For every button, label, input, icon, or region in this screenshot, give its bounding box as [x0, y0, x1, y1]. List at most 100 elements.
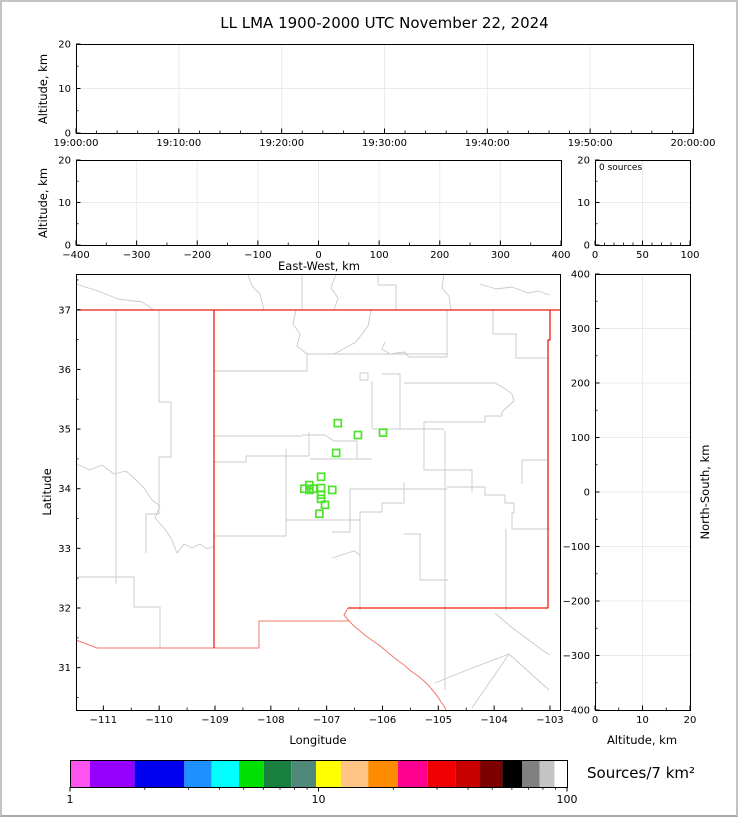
colorbar-segment — [480, 760, 503, 787]
p2-ylabel-altitude: Altitude, km — [36, 167, 50, 239]
colorbar-segment — [238, 760, 264, 787]
county-boundary-line — [145, 310, 172, 553]
colorbar-segment — [554, 760, 567, 787]
y-tick-label: 36 — [58, 365, 71, 376]
colorbar-segment — [539, 760, 555, 787]
lightning-source-marker — [320, 500, 330, 510]
y-tick-label: −200 — [563, 597, 590, 608]
y-tick-label: 20 — [58, 156, 71, 167]
x-tick-label: 50 — [636, 250, 649, 261]
county-boundary-line — [424, 382, 515, 423]
x-tick-label: −400 — [62, 250, 89, 261]
county-boundary-line — [423, 422, 473, 492]
x-tick-label: −104 — [480, 715, 507, 726]
y-tick-label: −300 — [563, 651, 590, 662]
state-border — [348, 310, 551, 609]
colorbar-segment — [134, 760, 185, 787]
x-tick-label: 400 — [551, 250, 570, 261]
county-boundary-line — [441, 273, 452, 311]
lightning-source-marker — [331, 448, 341, 458]
county-boundary-line — [292, 309, 308, 355]
county-boundary-line — [76, 576, 161, 648]
colorbar-tick-label: 100 — [557, 793, 578, 806]
x-tick-label: 19:00:00 — [54, 138, 99, 149]
state-border-light — [343, 607, 447, 711]
county-boundary-line — [479, 283, 551, 296]
x-tick-label: 0 — [592, 250, 598, 261]
map-ylabel-latitude: Latitude — [40, 468, 54, 516]
colorbar-tick-label: 1 — [67, 793, 74, 806]
x-tick-label: 20 — [684, 715, 697, 726]
page-title: LL LMA 1900-2000 UTC November 22, 2024 — [220, 14, 549, 32]
county-boundary-line — [302, 434, 358, 459]
county-boundary-line — [492, 310, 548, 359]
y-tick-label: 400 — [571, 270, 590, 281]
y-tick-label: 0 — [584, 241, 590, 252]
x-tick-label: 19:10:00 — [156, 138, 201, 149]
colorbar-segment — [184, 760, 212, 787]
y-tick-label: 0 — [65, 129, 71, 140]
y-tick-label: −400 — [563, 706, 590, 717]
county-boundary-line — [382, 373, 401, 429]
county-boundary-line — [333, 309, 372, 355]
x-tick-label: 100 — [680, 250, 699, 261]
county-boundary-line — [75, 283, 155, 311]
colorbar-segment — [263, 760, 292, 787]
colorbar-segment — [368, 760, 399, 787]
x-tick-label: 19:50:00 — [568, 138, 613, 149]
county-boundary-line — [508, 653, 550, 691]
p1-ylabel-altitude: Altitude, km — [36, 53, 50, 125]
y-tick-label: 200 — [571, 379, 590, 390]
y-tick-label: 37 — [58, 305, 71, 316]
colorbar-segment — [89, 760, 135, 787]
colorbar-segment — [522, 760, 540, 787]
y-tick-label: 31 — [58, 663, 71, 674]
x-tick-label: −111 — [90, 715, 117, 726]
x-tick-label: 0 — [315, 250, 321, 261]
x-tick-label: 300 — [491, 250, 510, 261]
x-tick-label: 200 — [430, 250, 449, 261]
x-tick-label: 10 — [636, 715, 649, 726]
county-boundary-line — [332, 489, 351, 533]
state-border-light — [75, 620, 349, 649]
x-tick-label: 100 — [370, 250, 389, 261]
colorbar-tick-label: 10 — [312, 793, 326, 806]
y-tick-label: 34 — [58, 484, 71, 495]
colorbar-segment — [211, 760, 239, 787]
lightning-source-marker — [378, 428, 388, 438]
x-tick-label: −300 — [123, 250, 150, 261]
x-tick-label: −108 — [257, 715, 284, 726]
sources-count-annotation: 0 sources — [599, 163, 643, 173]
x-tick-label: 0 — [592, 715, 598, 726]
colorbar-segment — [398, 760, 428, 787]
county-boundary-line — [484, 487, 550, 530]
y-tick-label: 10 — [58, 84, 71, 95]
x-tick-label: −200 — [184, 250, 211, 261]
y-tick-label: 10 — [58, 198, 71, 209]
p2-xlabel-east-west: East-West, km — [278, 259, 360, 273]
county-boundary-line — [471, 653, 510, 709]
county-boundary-line — [247, 273, 265, 311]
colorbar-label: Sources/7 km² — [587, 764, 696, 782]
county-boundary-line — [214, 455, 309, 463]
colorbar-segment — [502, 760, 523, 787]
y-tick-label: −100 — [563, 542, 590, 553]
x-tick-label: 19:20:00 — [259, 138, 304, 149]
x-tick-label: 20:00:00 — [671, 138, 716, 149]
lightning-source-marker — [299, 484, 309, 494]
x-tick-label: −100 — [244, 250, 271, 261]
y-tick-label: 100 — [571, 433, 590, 444]
county-boundary-line — [359, 372, 369, 381]
county-boundary-line — [360, 482, 405, 513]
lightning-source-marker — [316, 472, 326, 482]
p5-xlabel-altitude: Altitude, km — [606, 733, 678, 747]
x-tick-label: −109 — [201, 715, 228, 726]
y-tick-label: 0 — [584, 488, 590, 499]
map-xlabel-longitude: Longitude — [289, 733, 347, 747]
colorbar-segment — [291, 760, 317, 787]
lightning-source-marker — [315, 509, 324, 519]
lightning-source-marker — [353, 430, 363, 440]
x-tick-label: 19:40:00 — [465, 138, 510, 149]
